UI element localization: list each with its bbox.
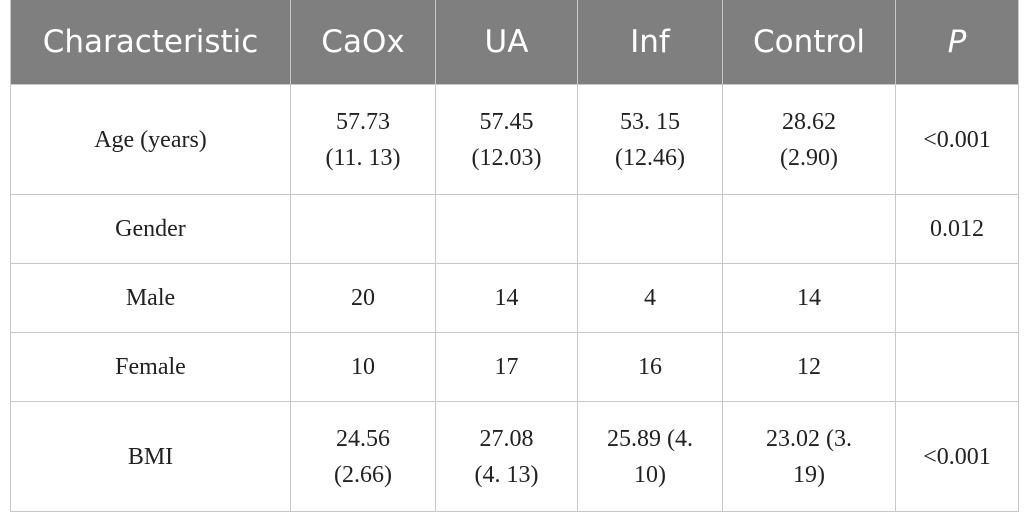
header-cell: CaOx — [290, 0, 436, 85]
row-label: Female — [10, 332, 291, 402]
cell: 16 — [577, 332, 723, 402]
row-label: BMI — [10, 401, 291, 512]
table-row: Age (years) 57.73 (11. 13) 57.45 (12.03) 53. … — [10, 84, 1019, 195]
empty-cell — [435, 194, 578, 264]
cell-line: 27.08 — [479, 425, 534, 452]
cell-line: 25.89 (4. — [607, 425, 693, 452]
header-cell: Characteristic — [10, 0, 291, 85]
cell: 27.08 (4. 13) — [435, 401, 578, 512]
cell: 57.73 (11. 13) — [290, 84, 436, 195]
header-row: Characteristic CaOx UA Inf Control P — [10, 0, 1019, 85]
table-row: Female 10 17 16 12 — [10, 332, 1019, 402]
cell-line: (11. 13) — [325, 144, 401, 171]
cell: 20 — [290, 263, 436, 333]
cell: 17 — [435, 332, 578, 402]
cell: 57.45 (12.03) — [435, 84, 578, 195]
row-label: Age (years) — [10, 84, 291, 195]
cell-line: 28.62 — [782, 108, 836, 135]
table-row: BMI 24.56 (2.66) 27.08 (4. 13) 25.89 (4. 10) 23… — [10, 401, 1019, 512]
cell: 23.02 (3. 19) — [722, 401, 896, 512]
cell: 53. 15 (12.46) — [577, 84, 723, 195]
cell-line: (12.46) — [615, 144, 685, 171]
empty-cell — [722, 194, 896, 264]
data-table: Characteristic CaOx UA Inf Control P Age (yea… — [10, 0, 1019, 512]
cell-line: 19) — [793, 461, 825, 488]
table-row: Gender 0.012 — [10, 194, 1019, 264]
row-label: Male — [10, 263, 291, 333]
cell-line: 57.73 — [336, 108, 390, 135]
row-label: Gender — [10, 194, 291, 264]
cell: 4 — [577, 263, 723, 333]
cell: 0.012 — [895, 194, 1019, 264]
cell: 12 — [722, 332, 896, 402]
empty-cell — [895, 332, 1019, 402]
header-cell: Control — [722, 0, 896, 85]
header-cell: UA — [435, 0, 578, 85]
header-cell: Inf — [577, 0, 723, 85]
cell: <0.001 — [895, 84, 1019, 195]
cell-line: 23.02 (3. — [766, 425, 852, 452]
empty-cell — [577, 194, 723, 264]
table-body: Age (years) 57.73 (11. 13) 57.45 (12.03) 53. … — [10, 84, 1019, 512]
cell: <0.001 — [895, 401, 1019, 512]
empty-cell — [290, 194, 436, 264]
cell-line: (2.66) — [334, 461, 392, 488]
cell-line: 57.45 — [479, 108, 534, 135]
cell-line: (12.03) — [471, 144, 542, 171]
cell: 28.62 (2.90) — [722, 84, 896, 195]
empty-cell — [895, 263, 1019, 333]
cell-line: 24.56 — [336, 425, 390, 452]
cell: 24.56 (2.66) — [290, 401, 436, 512]
table-row: Male 20 14 4 14 — [10, 263, 1019, 333]
cell: 10 — [290, 332, 436, 402]
cell-line: 53. 15 — [620, 108, 680, 135]
cell-line: (2.90) — [780, 144, 838, 171]
cell: 25.89 (4. 10) — [577, 401, 723, 512]
cell-line: (4. 13) — [474, 461, 539, 488]
cell: 14 — [722, 263, 896, 333]
header-cell: P — [895, 0, 1019, 85]
cell-line: 10) — [634, 461, 666, 488]
cell: 14 — [435, 263, 578, 333]
